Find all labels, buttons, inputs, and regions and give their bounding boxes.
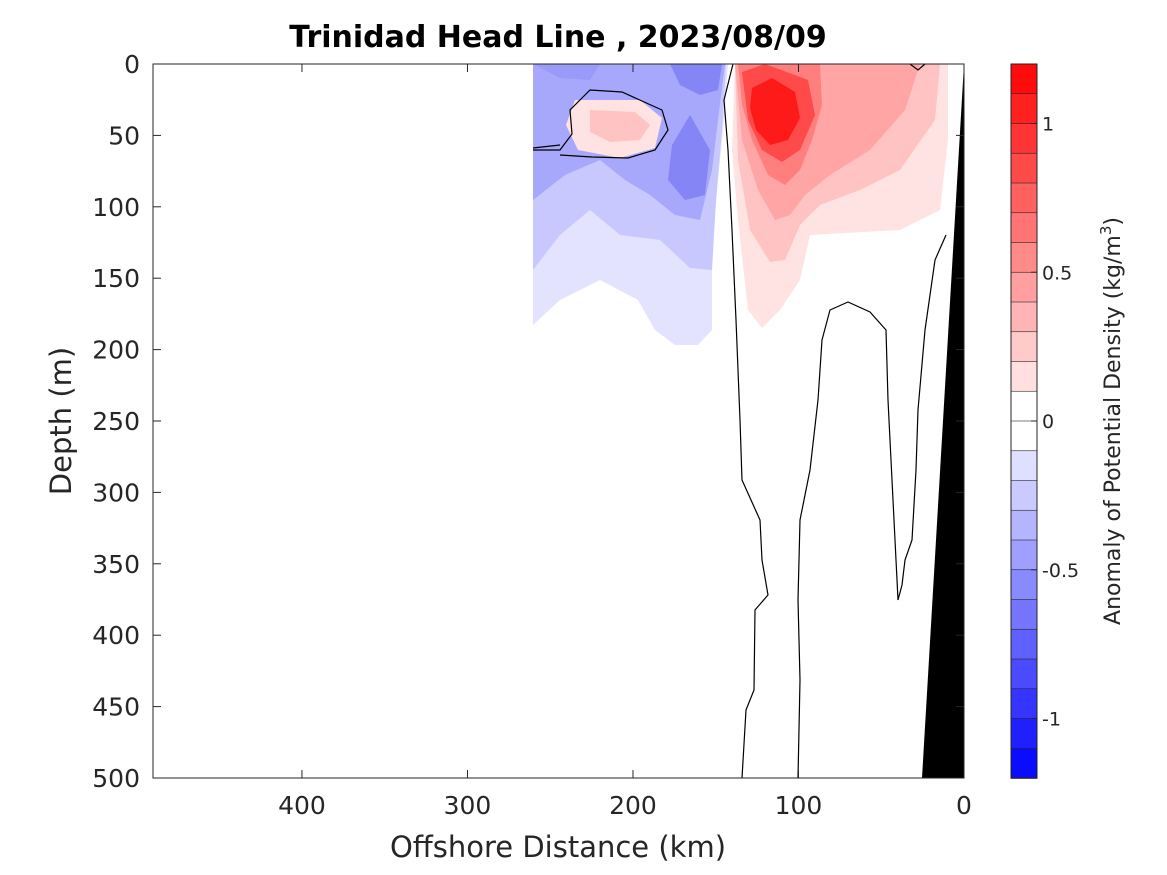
colorbar-label: Anomaly of Potential Density (kg/m3) [1097, 217, 1126, 625]
colorbar-level [1010, 182, 1038, 214]
density-anomaly-field [532, 64, 964, 778]
negative-anomaly-core-surface-west [533, 64, 600, 80]
zero-contour-second [797, 234, 947, 778]
colorbar-level [1010, 509, 1038, 541]
x-axis-label: Offshore Distance (km) [390, 830, 726, 864]
colorbar-level [1010, 331, 1038, 363]
x-tick-label: 200 [609, 791, 657, 820]
y-tick-label: 50 [108, 121, 140, 150]
colorbar-level [1010, 718, 1038, 750]
colorbar [1010, 63, 1038, 779]
colorbar-level [1010, 93, 1038, 125]
zero-contour-west-stub [532, 144, 561, 149]
y-tick-label: 150 [92, 264, 140, 293]
colorbar-tick-label: 1 [1042, 114, 1054, 136]
colorbar-level [1010, 152, 1038, 184]
y-axis: 0 50 100 150 200 250 300 350 400 450 500 [92, 50, 964, 793]
x-tick-label: 300 [444, 791, 492, 820]
x-tick-label: 100 [775, 791, 823, 820]
colorbar-level [1010, 301, 1038, 333]
y-axis-label: Depth (m) [44, 347, 78, 495]
bathymetry-seafloor [922, 64, 964, 778]
zero-contour-west-loop [533, 89, 669, 159]
y-tick-label: 350 [92, 550, 140, 579]
chart-title: Trinidad Head Line , 2023/08/09 [289, 20, 826, 55]
colorbar-level [1010, 420, 1038, 452]
colorbar-label-text: Anomaly of Potential Density (kg/m [1101, 235, 1126, 625]
negative-anomaly-core-surface [670, 64, 722, 95]
x-axis: 400 300 200 100 0 [278, 64, 972, 820]
colorbar-level [1010, 361, 1038, 393]
colorbar-level [1010, 747, 1038, 779]
x-tick-label: 0 [956, 791, 972, 820]
colorbar-tick-label: 0.5 [1042, 262, 1072, 284]
colorbar-tick-label: 0 [1042, 411, 1054, 433]
y-tick-label: 300 [92, 478, 140, 507]
colorbar-level [1010, 599, 1038, 631]
y-tick-label: 100 [92, 193, 140, 222]
colorbar-ticks: 1 0.5 0 -0.5 -1 [1031, 114, 1079, 731]
colorbar-level [1010, 271, 1038, 303]
y-tick-label: 250 [92, 407, 140, 436]
colorbar-level [1010, 539, 1038, 571]
colorbar-level [1010, 450, 1038, 482]
colorbar-level [1010, 63, 1038, 95]
negative-anomaly-core-deep [668, 115, 710, 200]
colorbar-label-suffix: ) [1101, 217, 1126, 226]
colorbar-tick-label: -1 [1042, 709, 1061, 731]
x-tick-label: 400 [278, 791, 326, 820]
colorbar-level [1010, 123, 1038, 155]
colorbar-level [1010, 480, 1038, 512]
colorbar-level [1010, 390, 1038, 422]
positive-anomaly-core [750, 78, 800, 145]
zero-contour-main [723, 64, 769, 778]
y-tick-label: 0 [124, 50, 140, 79]
colorbar-level [1010, 569, 1038, 601]
colorbar-tick-label: -0.5 [1042, 560, 1079, 582]
y-tick-label: 450 [92, 693, 140, 722]
colorbar-level [1010, 658, 1038, 690]
colorbar-level [1010, 242, 1038, 274]
colorbar-label-superscript: 3 [1097, 226, 1115, 236]
positive-anomaly-west-blob-core [590, 110, 650, 142]
colorbar-level [1010, 212, 1038, 244]
y-tick-label: 500 [92, 764, 140, 793]
colorbar-level [1010, 688, 1038, 720]
y-tick-label: 200 [92, 336, 140, 365]
zero-contour-surface-blip [909, 64, 926, 71]
colorbar-level [1010, 628, 1038, 660]
y-tick-label: 400 [92, 621, 140, 650]
